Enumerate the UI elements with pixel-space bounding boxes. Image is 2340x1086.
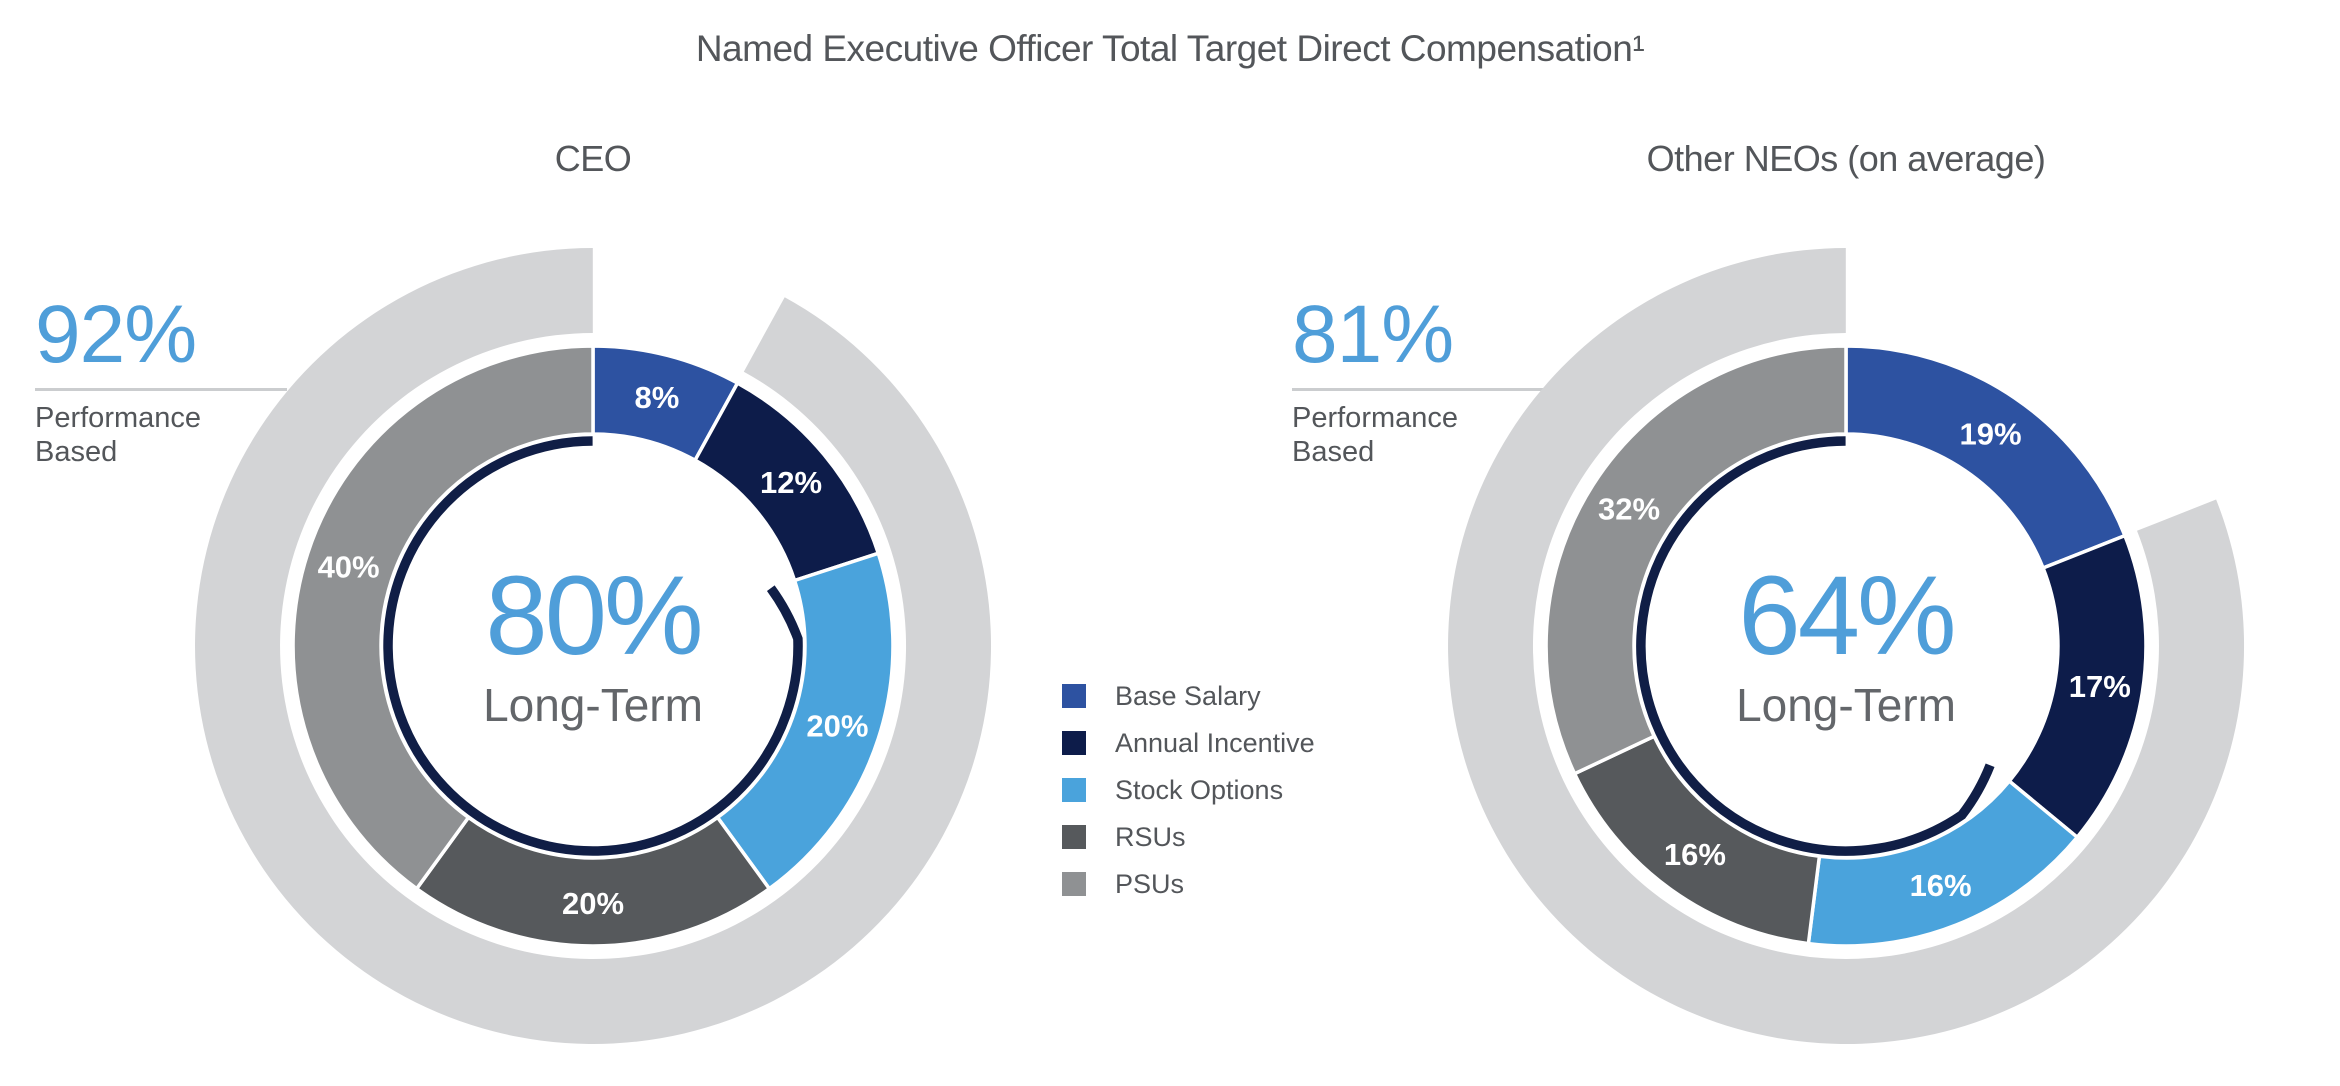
legend-item-annual-incentive: Annual Incentive — [1062, 728, 1315, 758]
neo-callout-label-line2: Based — [1292, 436, 1375, 469]
ceo-performance-callout: 92% Performance Based — [35, 289, 297, 469]
stock-options-swatch — [1062, 778, 1086, 802]
segment-value-label: 16% — [1910, 868, 1972, 903]
segment-stock-options — [715, 551, 895, 892]
neo-chart-heading: Other NEOs (on average) — [1646, 138, 2046, 179]
long-term-arc — [1636, 436, 1995, 856]
legend-label-stock-options: Stock Options — [1115, 774, 1284, 805]
ceo-long-term-value: 80% — [485, 553, 703, 678]
neo-callout-rule — [1292, 387, 1544, 391]
legend-item-stock-options: Stock Options — [1062, 775, 1315, 805]
legend-label-base-salary: Base Salary — [1115, 680, 1261, 711]
annual-incentive-swatch — [1062, 731, 1086, 755]
segment-rsus — [414, 815, 772, 948]
long-term-arc — [383, 436, 803, 856]
segment-value-label: 19% — [1959, 416, 2021, 451]
legend-item-psus: PSUs — [1062, 869, 1315, 899]
segment-value-label: 20% — [562, 886, 624, 921]
psus-swatch — [1062, 872, 1086, 896]
neo-performance-value: 81% — [1292, 289, 1454, 380]
donut-ceo: 8% 12% 20% 20% 40% — [195, 248, 992, 1044]
segment-value-label: 8% — [634, 380, 679, 415]
legend-item-rsus: RSUs — [1062, 822, 1315, 852]
ceo-callout-label-line1: Performance — [35, 401, 202, 434]
rsus-swatch — [1062, 825, 1086, 849]
legend-label-rsus: RSUs — [1115, 821, 1186, 852]
segment-psus — [291, 344, 595, 892]
ceo-long-term-label: Long-Term — [483, 679, 703, 731]
ceo-donut-center-text: 80% Long-Term — [383, 560, 803, 731]
legend-label-psus: PSUs — [1115, 868, 1185, 899]
ceo-performance-value: 92% — [35, 289, 197, 380]
base-salary-swatch — [1062, 684, 1086, 708]
segment-value-label: 40% — [318, 550, 380, 585]
legend-label-annual-incentive: Annual Incentive — [1115, 727, 1315, 758]
ceo-callout-rule — [35, 387, 287, 391]
neo-long-term-label: Long-Term — [1736, 679, 1956, 731]
segment-value-label: 12% — [760, 465, 822, 500]
legend: Base Salary Annual Incentive Stock Optio… — [1062, 681, 1315, 919]
neo-performance-callout: 81% Performance Based — [1292, 289, 1554, 469]
ceo-callout-label-line2: Based — [35, 436, 118, 469]
donut-neo: 19% 17% 16% 16% 32% — [1448, 248, 2245, 1044]
neo-long-term-value: 64% — [1738, 553, 1956, 678]
neo-donut-center-text: 64% Long-Term — [1636, 560, 2056, 731]
page-title: Named Executive Officer Total Target Dir… — [695, 28, 1645, 69]
segment-value-label: 16% — [1664, 837, 1726, 872]
segment-value-label: 17% — [2069, 669, 2131, 704]
segment-value-label: 32% — [1598, 491, 1660, 526]
segment-psus — [1544, 344, 1848, 777]
neo-callout-label-line1: Performance — [1292, 401, 1459, 434]
segment-value-label: 20% — [806, 708, 868, 743]
legend-item-base-salary: Base Salary — [1062, 681, 1315, 711]
ceo-chart-heading: CEO — [554, 138, 632, 179]
segment-base-salary — [1844, 344, 2128, 571]
